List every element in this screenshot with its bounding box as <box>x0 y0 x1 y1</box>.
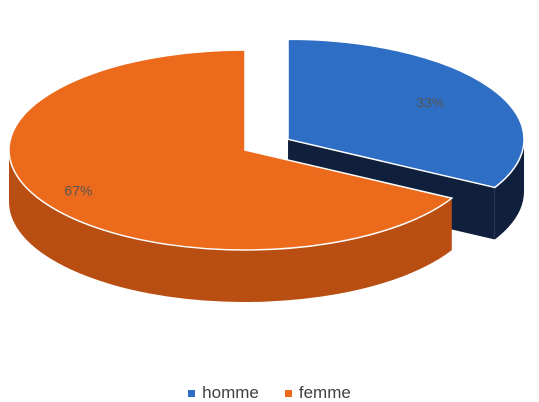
legend-label-homme: homme <box>202 383 259 402</box>
pie-tops <box>8 38 525 251</box>
legend-marker-homme <box>188 389 196 397</box>
legend-item-femme: femme <box>284 383 351 402</box>
legend-marker-femme <box>284 389 292 397</box>
pie-slice-homme <box>287 38 525 189</box>
pie-side-femme <box>9 150 452 302</box>
legend-label-femme: femme <box>298 383 351 402</box>
data-label-homme: 33% <box>416 94 444 110</box>
pie-slice-femme <box>8 49 454 251</box>
legend-item-homme: homme <box>188 384 259 402</box>
pie-data-labels: 33% 67% <box>64 94 444 198</box>
data-label-femme: 67% <box>64 182 92 198</box>
chart-legend: homme femme <box>0 384 539 402</box>
